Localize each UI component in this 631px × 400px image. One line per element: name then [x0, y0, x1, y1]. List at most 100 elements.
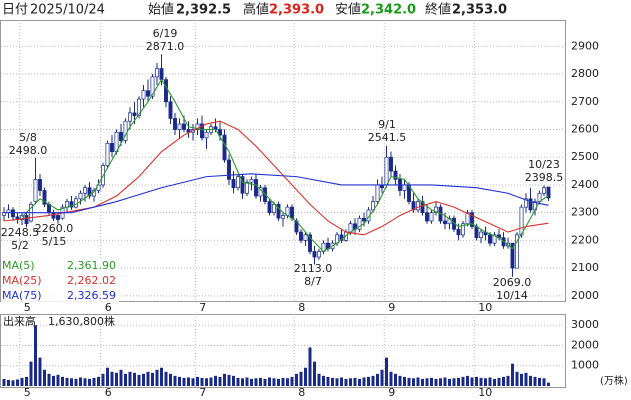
volume-panel	[0, 314, 566, 388]
volume-bar	[290, 376, 294, 386]
candle-body	[281, 215, 285, 219]
candle-body	[83, 187, 87, 194]
x-tick-label: 8	[298, 301, 305, 314]
volume-bar	[547, 382, 550, 386]
volume-bar	[16, 379, 19, 386]
volume-bar	[137, 374, 141, 386]
volume-bar	[326, 376, 330, 386]
volume-bar	[110, 371, 114, 386]
candle-body	[272, 204, 276, 214]
legend-value: 2,326.59	[67, 289, 116, 302]
x-tick-label: 8	[298, 386, 305, 399]
volume-bar	[245, 377, 249, 386]
y-tick-label: 2400	[571, 178, 599, 191]
candle-body	[276, 204, 281, 219]
volume-bar	[97, 376, 100, 386]
candle-body	[11, 209, 15, 218]
volume-bar	[250, 378, 253, 386]
header-label: 安値	[335, 2, 361, 18]
volume-bar	[488, 377, 492, 386]
date: 2025/10/24	[30, 3, 105, 18]
candle-body	[416, 201, 420, 211]
candle-body	[33, 179, 38, 202]
volume-bar	[65, 377, 69, 386]
volume-bar	[430, 377, 433, 386]
volume-bar	[241, 378, 244, 386]
header-value: 2,342.0	[361, 3, 416, 18]
y-tick-label: 2300	[571, 206, 599, 219]
candle-body	[456, 228, 461, 236]
candle-body	[443, 220, 447, 225]
volume-bar	[272, 378, 276, 386]
volume-bar	[416, 377, 420, 386]
volume-bar	[340, 377, 343, 386]
volume-bar	[448, 378, 451, 386]
volume-bar	[515, 371, 519, 386]
ma-line	[21, 78, 549, 253]
candle-body	[299, 231, 303, 241]
x-tick-label: 9	[388, 301, 395, 314]
legend-box	[1, 289, 119, 303]
candle-body	[159, 68, 164, 80]
volume-bar	[259, 377, 262, 386]
candle-body	[236, 176, 240, 189]
candle-body	[87, 187, 92, 197]
date-label: 日付	[2, 3, 28, 18]
volume-bar	[475, 376, 478, 386]
price-panel	[0, 20, 566, 302]
volume-bar	[367, 376, 370, 386]
candle-body	[249, 179, 254, 183]
x-tick-label: 7	[199, 301, 206, 314]
candle-body	[69, 201, 74, 208]
candle-body	[492, 234, 497, 244]
volume-bar	[412, 378, 415, 386]
candle-body	[78, 192, 83, 200]
volume-bar	[142, 373, 145, 386]
volume-tick-label: 2000	[571, 338, 599, 351]
volume-bar	[466, 375, 469, 386]
volume-bar	[371, 375, 375, 386]
volume-tick-label: 3000	[571, 318, 599, 331]
candle-body	[128, 112, 132, 122]
volume-bar	[389, 371, 393, 386]
volume-bar	[344, 378, 348, 386]
volume-bar	[335, 378, 339, 386]
candle-body	[312, 251, 317, 258]
volume-bar	[511, 363, 514, 386]
volume-bar	[79, 377, 82, 386]
candle-body	[465, 212, 470, 225]
volume-bar	[421, 378, 424, 386]
header-label: 終値	[425, 2, 451, 18]
volume-bar	[529, 375, 532, 386]
volume-bar	[88, 378, 91, 386]
volume-bar	[106, 367, 109, 386]
volume-bar	[353, 377, 357, 386]
volume-bar	[286, 378, 289, 386]
volume-bar	[56, 374, 60, 386]
volume-bar	[376, 373, 379, 386]
x-tick-label: 6	[105, 386, 112, 399]
volume-bar	[385, 357, 388, 386]
candle-body	[150, 76, 155, 97]
candle-body	[24, 215, 29, 225]
ma-line	[3, 120, 549, 236]
candle-body	[56, 215, 60, 220]
volume-bar	[542, 378, 546, 386]
x-tick-label: 6	[105, 301, 112, 314]
candle-body	[303, 234, 308, 241]
volume-bar	[205, 378, 208, 386]
price-annotation: 2248.5	[1, 226, 40, 239]
volume-bar	[452, 378, 456, 386]
price-annotation: 2871.0	[146, 40, 185, 53]
candle-body	[245, 181, 249, 194]
price-annotation: 2541.5	[368, 131, 407, 144]
volume-bar	[407, 377, 411, 386]
x-tick-label: 7	[199, 386, 206, 399]
volume-bar	[218, 376, 222, 386]
volume-tick-label: 1000	[571, 359, 599, 372]
candle-body	[474, 226, 479, 238]
y-tick-label: 2000	[571, 289, 599, 302]
volume-bar	[236, 377, 240, 386]
candle-body	[227, 159, 231, 180]
volume-bar	[254, 378, 258, 386]
